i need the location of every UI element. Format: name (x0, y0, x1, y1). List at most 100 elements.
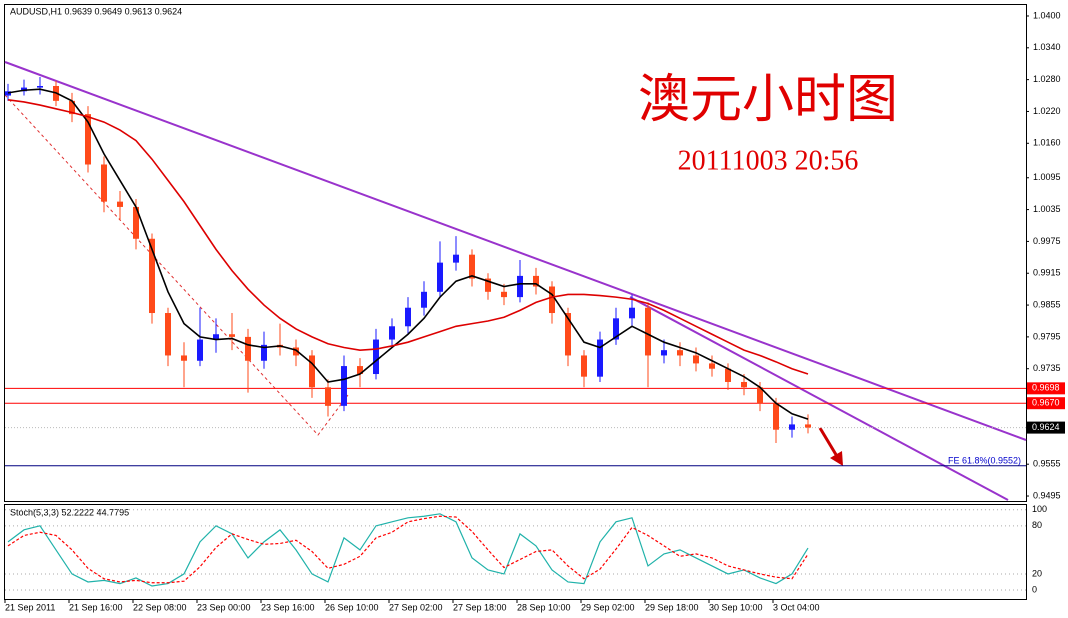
x-tick-label: 27 Sep 02:00 (389, 602, 443, 612)
candle-body (325, 387, 331, 406)
candle-body (421, 291, 427, 308)
y-tick-label: 0.9975 (1033, 236, 1061, 246)
fibo-zigzag (4, 94, 349, 436)
x-tick-label: 26 Sep 10:00 (325, 602, 379, 612)
candle-body (117, 201, 123, 207)
x-tick-label: 28 Sep 10:00 (517, 602, 571, 612)
y-tick-label: 0.9735 (1033, 363, 1061, 373)
candle-body (213, 334, 219, 340)
candle-body (485, 278, 491, 292)
candle-body (293, 347, 299, 356)
x-tick-label: 23 Sep 16:00 (261, 602, 315, 612)
level-label-box (1027, 397, 1065, 410)
candle-body (149, 238, 155, 314)
candle-body (533, 275, 539, 287)
candle-body (133, 206, 139, 239)
candle-body (757, 387, 763, 404)
candle-body (5, 91, 11, 96)
title: 澳元小时图 (638, 70, 898, 130)
candle-body (517, 275, 523, 298)
candle-body (309, 355, 315, 388)
stoch-header: Stoch(5,3,3) 52.2222 44.7795 (10, 507, 129, 517)
chart-header: AUDUSD,H1 0.9639 0.9649 0.9613 0.9624 (10, 6, 182, 16)
candle-body (69, 100, 75, 115)
candle-body (261, 344, 267, 361)
y-tick-label: 1.0400 (1033, 10, 1061, 20)
candle-body (613, 318, 619, 340)
y-tick-label: 0.9915 (1033, 268, 1061, 278)
candle-body (709, 363, 715, 369)
level-label: 0.9698 (1032, 383, 1060, 393)
y-tick-label: 0.9495 (1033, 490, 1061, 500)
candle-body (581, 355, 587, 377)
y-tick-label: 1.0095 (1033, 172, 1061, 182)
x-tick-label: 29 Sep 18:00 (645, 602, 699, 612)
candle-body (805, 424, 811, 428)
x-tick-label: 29 Sep 02:00 (581, 602, 635, 612)
candle-body (741, 381, 747, 388)
candle-body (693, 355, 699, 364)
candle-body (357, 366, 363, 375)
x-tick-label: 3 Oct 04:00 (773, 602, 820, 612)
candle-body (645, 307, 651, 356)
candle-body (373, 339, 379, 375)
candle-body (597, 339, 603, 377)
x-tick-label: 22 Sep 08:00 (133, 602, 187, 612)
x-tick-label: 21 Sep 2011 (5, 602, 55, 612)
candle-body (725, 368, 731, 382)
candle-body (341, 366, 347, 406)
fe-label: FE 61.8%(0.9552) (948, 455, 1021, 465)
stoch-panel (4, 504, 1027, 600)
main-panel (4, 4, 1027, 502)
y-tick-label: 0.9555 (1033, 459, 1061, 469)
y-tick-label: 1.0035 (1033, 204, 1061, 214)
trendline (4, 61, 1027, 441)
x-tick-label: 21 Sep 16:00 (69, 602, 123, 612)
level-label: 0.9670 (1032, 398, 1060, 408)
candle-body (549, 286, 555, 314)
x-tick-label: 23 Sep 00:00 (197, 602, 251, 612)
candle-body (85, 114, 91, 165)
candle-body (661, 350, 667, 356)
candle-body (453, 254, 459, 263)
current-price-label: 0.9624 (1032, 422, 1060, 432)
arrow-head (830, 451, 843, 466)
y-tick-label: 1.0220 (1033, 106, 1061, 116)
candle-body (389, 326, 395, 340)
candle-body (197, 339, 203, 361)
subtitle: 20111003 20:56 (678, 145, 859, 176)
candle-body (773, 403, 779, 430)
candle-body (101, 164, 107, 202)
candle-body (245, 336, 251, 361)
current-price-box (1027, 421, 1065, 434)
y-tick-label: 0 (1032, 584, 1037, 594)
y-tick-label: 0.9795 (1033, 331, 1061, 341)
y-tick-label: 100 (1032, 504, 1047, 514)
moving-average (7, 98, 809, 375)
y-tick-label: 80 (1032, 520, 1042, 530)
candle-body (405, 307, 411, 327)
stoch-line (7, 515, 809, 584)
candle-body (437, 262, 443, 292)
y-tick-label: 1.0160 (1033, 138, 1061, 148)
x-tick-label: 27 Sep 18:00 (453, 602, 507, 612)
candle-body (37, 85, 43, 88)
candle-body (501, 291, 507, 298)
level-label-box (1027, 382, 1065, 395)
y-tick-label: 1.0340 (1033, 42, 1061, 52)
candle-body (469, 254, 475, 279)
y-tick-label: 0.9855 (1033, 299, 1061, 309)
arrow (818, 427, 840, 459)
x-tick-label: 30 Sep 10:00 (709, 602, 763, 612)
candle-body (229, 334, 235, 337)
y-tick-label: 1.0280 (1033, 74, 1061, 84)
moving-average (7, 88, 809, 420)
candle-body (165, 313, 171, 356)
candle-body (677, 350, 683, 356)
candle-body (629, 307, 635, 319)
candle-body (789, 424, 795, 430)
y-tick-label: 20 (1032, 568, 1042, 578)
candle-body (565, 313, 571, 356)
